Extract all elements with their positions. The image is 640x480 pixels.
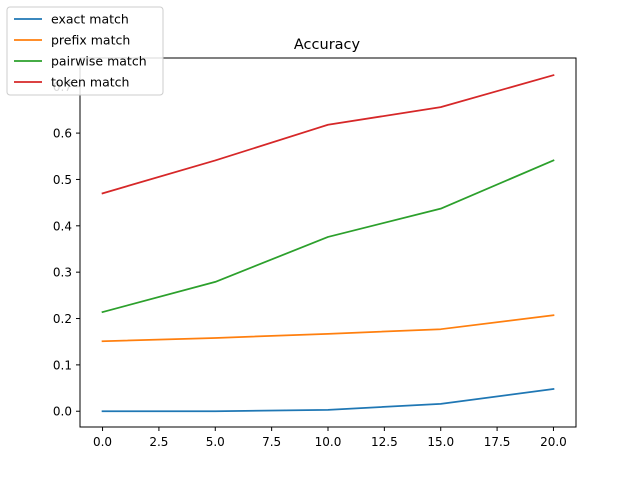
x-tick-label: 20.0 bbox=[540, 435, 567, 449]
plot-frame bbox=[79, 57, 577, 428]
y-tick-label: 0.4 bbox=[53, 219, 72, 233]
x-tick-label: 15.0 bbox=[427, 435, 454, 449]
y-tick-label: 0.3 bbox=[53, 266, 72, 280]
x-tick-label: 0.0 bbox=[93, 435, 112, 449]
x-tick-label: 17.5 bbox=[484, 435, 511, 449]
legend-label: prefix match bbox=[51, 33, 130, 48]
x-tick-label: 12.5 bbox=[371, 435, 398, 449]
y-tick-label: 0.0 bbox=[53, 405, 72, 419]
chart-title: Accuracy bbox=[294, 37, 361, 53]
legend: exact match prefix match pairwise match tok… bbox=[6, 6, 164, 96]
legend-label: pairwise match bbox=[51, 54, 147, 69]
legend-label: token match bbox=[51, 75, 129, 90]
series-line-pairwise-match bbox=[101, 159, 555, 314]
y-tick-label: 0.2 bbox=[53, 312, 72, 326]
x-tick-label: 7.5 bbox=[262, 435, 281, 449]
x-axis: 0.0 2.5 5.0 7.5 10.0 12.5 15.0 17.5 20.0 bbox=[93, 427, 567, 449]
x-tick-label: 10.0 bbox=[315, 435, 342, 449]
x-tick-label: 5.0 bbox=[206, 435, 225, 449]
legend-label: exact match bbox=[51, 12, 129, 27]
y-tick-label: 0.1 bbox=[53, 358, 72, 372]
y-tick-label: 0.5 bbox=[53, 173, 72, 187]
series-lines bbox=[101, 74, 555, 413]
legend-box bbox=[6, 6, 164, 96]
series-line-exact-match bbox=[101, 388, 555, 413]
series-line-token-match bbox=[101, 74, 555, 195]
x-tick-label: 2.5 bbox=[149, 435, 168, 449]
series-line-prefix-match bbox=[101, 314, 555, 343]
y-tick-label: 0.6 bbox=[53, 127, 72, 141]
